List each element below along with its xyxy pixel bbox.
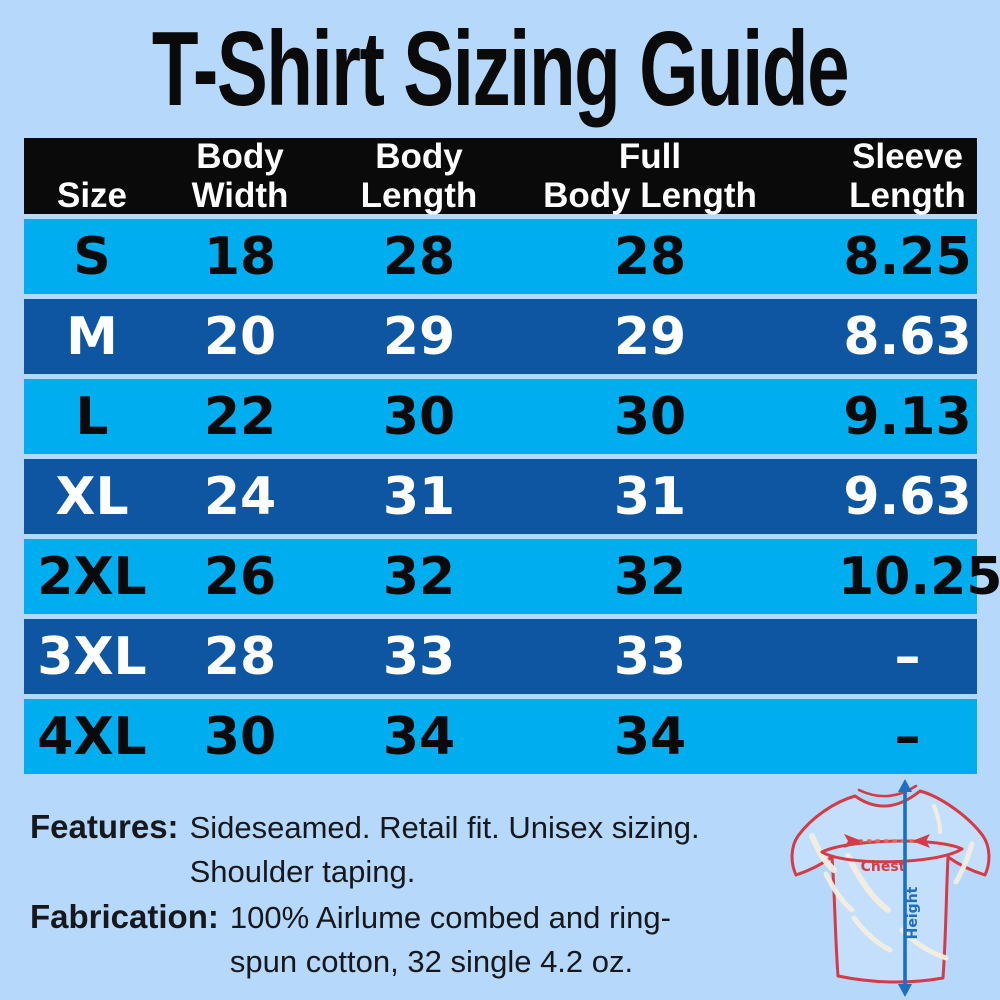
body-length-value: 31: [382, 466, 456, 527]
height-arrow-up-icon: [898, 779, 912, 792]
size-label: 4XL: [37, 706, 147, 767]
size-table: Size Body Width Body Length Full Body Le…: [24, 137, 1000, 779]
size-label: 2XL: [37, 546, 147, 607]
full-body-length-value: 32: [613, 546, 687, 607]
sleeve-length-value: 9.63: [843, 466, 972, 527]
table-header-row: Size Body Width Body Length Full Body Le…: [24, 137, 977, 214]
sleeve-length-value: 10.25: [838, 546, 1000, 607]
body-width-value: 22: [203, 386, 277, 447]
height-measure: Height: [898, 779, 921, 997]
height-label: Height: [905, 886, 921, 939]
body-length-value: 29: [382, 306, 456, 367]
tshirt-measurement-diagram: Chest Height: [786, 778, 998, 1000]
tshirt-body: [790, 789, 991, 984]
height-arrow-down-icon: [898, 984, 912, 997]
body-length-value: 32: [382, 546, 456, 607]
body-width-value: 30: [203, 706, 277, 767]
features-note: Features: Sideseamed. Retail fit. Unisex…: [30, 806, 700, 894]
chest-label: Chest: [861, 859, 906, 875]
table-row-2xl: 2XL 26 32 32 10.25: [24, 539, 1000, 614]
table-row-xl: XL 24 31 31 9.63: [24, 459, 977, 534]
fabrication-note: Fabrication: 100% Airlume combed and rin…: [30, 896, 671, 984]
body-width-value: 26: [203, 546, 277, 607]
col-header-size: Size: [56, 175, 128, 215]
body-length-value: 30: [382, 386, 456, 447]
table-row-l: L 22 30 30 9.13: [24, 379, 977, 454]
size-label: L: [75, 386, 109, 447]
fabrication-text: 100% Airlume combed and ring- spun cotto…: [229, 900, 671, 980]
size-label: S: [73, 226, 111, 287]
body-width-value: 24: [203, 466, 277, 527]
col-header-body-width: Body Width: [191, 137, 289, 215]
full-body-length-value: 33: [613, 626, 687, 687]
size-label: XL: [55, 466, 129, 527]
table-row-4xl: 4XL 30 34 34 –: [24, 699, 977, 774]
body-length-value: 28: [382, 226, 456, 287]
full-body-length-value: 34: [613, 706, 687, 767]
chest-arrow-right-icon: [912, 834, 930, 848]
body-width-value: 18: [203, 226, 277, 287]
size-label: 3XL: [37, 626, 147, 687]
tshirt-illustration-icon: Chest Height: [790, 779, 991, 997]
fabrication-label: Fabrication:: [30, 898, 219, 935]
body-length-value: 34: [382, 706, 456, 767]
col-header-sleeve-length: Sleeve Length: [849, 137, 966, 215]
col-header-body-length: Body Length: [360, 137, 478, 215]
body-width-value: 20: [203, 306, 277, 367]
col-header-full-body-length: Full Body Length: [543, 137, 757, 215]
body-length-value: 33: [382, 626, 456, 687]
table-row-s: S 18 28 28 8.25: [24, 219, 977, 294]
chest-measure: Chest: [820, 834, 964, 875]
sleeve-length-value: 8.63: [843, 306, 972, 367]
full-body-length-value: 30: [613, 386, 687, 447]
sleeve-length-value: –: [894, 626, 921, 687]
sleeve-length-value: –: [894, 706, 921, 767]
full-body-length-value: 28: [613, 226, 687, 287]
tshirt-collar: [857, 784, 918, 798]
sleeve-length-value: 9.13: [843, 386, 972, 447]
features-label: Features:: [30, 808, 179, 845]
sleeve-length-value: 8.25: [843, 226, 972, 287]
table-row-3xl: 3XL 28 33 33 –: [24, 619, 977, 694]
chest-arrow-left-icon: [844, 834, 862, 848]
page-title: T-Shirt Sizing Guide: [151, 10, 850, 128]
body-width-value: 28: [203, 626, 277, 687]
full-body-length-value: 29: [613, 306, 687, 367]
size-label: M: [66, 306, 118, 367]
table-row-m: M 20 29 29 8.63: [24, 299, 977, 374]
features-text: Sideseamed. Retail fit. Unisex sizing. S…: [189, 810, 700, 890]
full-body-length-value: 31: [613, 466, 687, 527]
